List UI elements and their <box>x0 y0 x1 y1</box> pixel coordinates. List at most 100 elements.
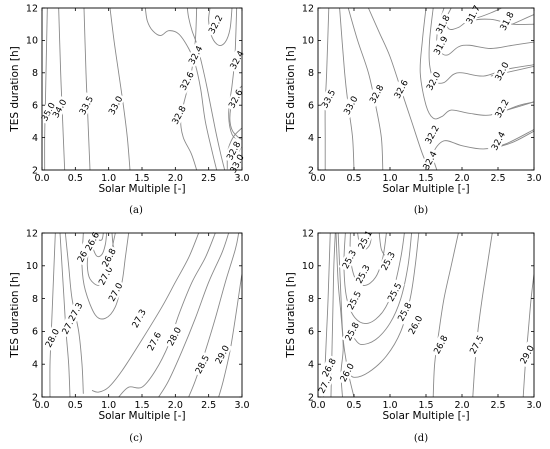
x-tick-label: 3.0 <box>234 400 249 411</box>
chart-panel-3: 28.027.627.3 27.327.6 28.028.5 29.027.026.8… <box>9 228 250 444</box>
x-axis-title: Solar Multiple [-] <box>98 183 185 195</box>
contour-label-text: 27.5 <box>468 334 486 356</box>
x-tick-label: 2.0 <box>454 173 469 184</box>
contour-label-text: 31.8 <box>499 11 517 33</box>
contour-label: 32.8 <box>168 102 190 128</box>
contour-label: 33.5 <box>317 85 339 112</box>
contour-label-text: 32.8 <box>171 104 189 126</box>
contour-line <box>343 233 405 324</box>
x-tick-label: 3.0 <box>526 173 541 184</box>
contour-line <box>91 233 200 393</box>
contour-label: 26.8 <box>430 331 451 358</box>
contour-label: 27.3 <box>128 305 150 332</box>
contour-label-text: 27.3 <box>131 308 149 330</box>
y-axis-title: TES duration [h] <box>285 46 297 132</box>
contour-label: 32.8 <box>365 81 387 107</box>
x-tick-label: 2.0 <box>168 400 183 411</box>
contour-line <box>512 14 534 25</box>
contour-line <box>44 8 48 170</box>
contour-label-text: 32.2 <box>207 14 225 36</box>
y-tick-label: 2 <box>32 392 38 403</box>
y-axis-title: TES duration [h] <box>9 46 21 132</box>
contour-label: 32.6 <box>390 76 412 102</box>
y-tick-label: 8 <box>308 294 314 305</box>
contour-label: 26.0 <box>336 359 358 386</box>
y-tick-label: 10 <box>302 261 314 272</box>
contour-line <box>109 8 131 170</box>
contour-line <box>208 8 233 46</box>
x-tick-label: 2.0 <box>168 173 183 184</box>
contour-label-text: 25.5 <box>346 290 364 312</box>
panel-tag: (c) <box>129 433 143 444</box>
x-tick-label: 0.5 <box>346 173 361 184</box>
contour-label: 32.4 <box>487 127 509 154</box>
contour-line <box>347 8 384 170</box>
contour-line <box>339 8 355 170</box>
y-tick-label: 6 <box>308 101 314 112</box>
contour-line <box>432 129 534 170</box>
contour-label: 27.3 <box>64 298 86 325</box>
x-tick-label: 0.5 <box>68 400 83 411</box>
contour-label: 26.8 <box>318 354 340 381</box>
contour-label-text: 25.8 <box>344 321 362 343</box>
contour-label: 27.5 <box>466 331 487 358</box>
contour-label: 32.4 <box>226 46 248 73</box>
contour-label: 28.0 <box>163 323 185 350</box>
contour-line <box>49 233 56 397</box>
contour-label: 29.0 <box>516 341 538 368</box>
contour-line <box>144 8 218 170</box>
y-axis-title: TES duration [h] <box>285 272 297 358</box>
x-tick-label: 0.0 <box>310 173 325 184</box>
x-tick-label: 1.0 <box>101 173 116 184</box>
contour-line <box>432 233 459 397</box>
chart-panel-2: 33.5 33.032.8 32.632.432.232.031.931.8 31.8… <box>285 1 542 216</box>
y-tick-label: 2 <box>32 165 38 176</box>
x-tick-label: 3.0 <box>234 173 249 184</box>
x-tick-label: 2.5 <box>201 400 216 411</box>
contour-line <box>445 8 534 31</box>
contour-label: 32.2 <box>204 11 226 38</box>
y-tick-label: 12 <box>26 228 38 239</box>
x-tick-label: 2.5 <box>201 173 216 184</box>
y-tick-label: 8 <box>308 68 314 79</box>
contour-line <box>83 8 91 170</box>
contour-label-text: 26.8 <box>432 334 450 356</box>
contour-label: 28.0 <box>41 325 63 351</box>
panel-tag: (d) <box>414 433 428 444</box>
x-tick-label: 3.0 <box>526 400 541 411</box>
x-tick-label: 0.5 <box>68 173 83 184</box>
x-tick-label: 1.5 <box>418 173 433 184</box>
contour-line <box>472 233 493 397</box>
panel-tag: (b) <box>414 205 428 216</box>
y-tick-label: 10 <box>26 261 38 272</box>
y-tick-label: 8 <box>32 294 38 305</box>
contour-label: 32.0 <box>422 68 444 94</box>
contour-label: 31.8 <box>432 11 453 38</box>
contour-label-text: 25.3 <box>380 250 398 272</box>
chart-panel-4: 27.526.8 26.025.825.525.325.325.125.325.5… <box>285 226 542 444</box>
contour-label: 25.3 <box>338 246 360 273</box>
x-tick-label: 2.5 <box>490 173 505 184</box>
contour-line <box>58 8 66 170</box>
contour-label-text: 31.9 <box>432 35 450 57</box>
x-tick-label: 0.0 <box>34 400 49 411</box>
contour-label-text: 27.3 <box>67 301 85 323</box>
contour-label-text: 33.5 <box>320 88 338 110</box>
x-axis-title: Solar Multiple [-] <box>382 183 469 195</box>
contour-line <box>218 273 242 397</box>
contour-label-text: 25.3 <box>341 249 359 271</box>
x-tick-label: 1.5 <box>134 400 149 411</box>
contour-label-text: 31.8 <box>435 14 453 36</box>
x-tick-label: 2.0 <box>454 400 469 411</box>
y-tick-label: 6 <box>32 101 38 112</box>
contour-line <box>158 233 230 397</box>
x-tick-label: 1.5 <box>418 400 433 411</box>
y-tick-label: 2 <box>308 392 314 403</box>
x-tick-label: 0.0 <box>310 400 325 411</box>
y-tick-label: 4 <box>308 133 314 144</box>
x-tick-label: 0.5 <box>346 400 361 411</box>
contour-label: 26.8 <box>98 244 120 271</box>
contour-label-text: 25.5 <box>386 282 404 304</box>
x-tick-label: 1.0 <box>101 400 116 411</box>
